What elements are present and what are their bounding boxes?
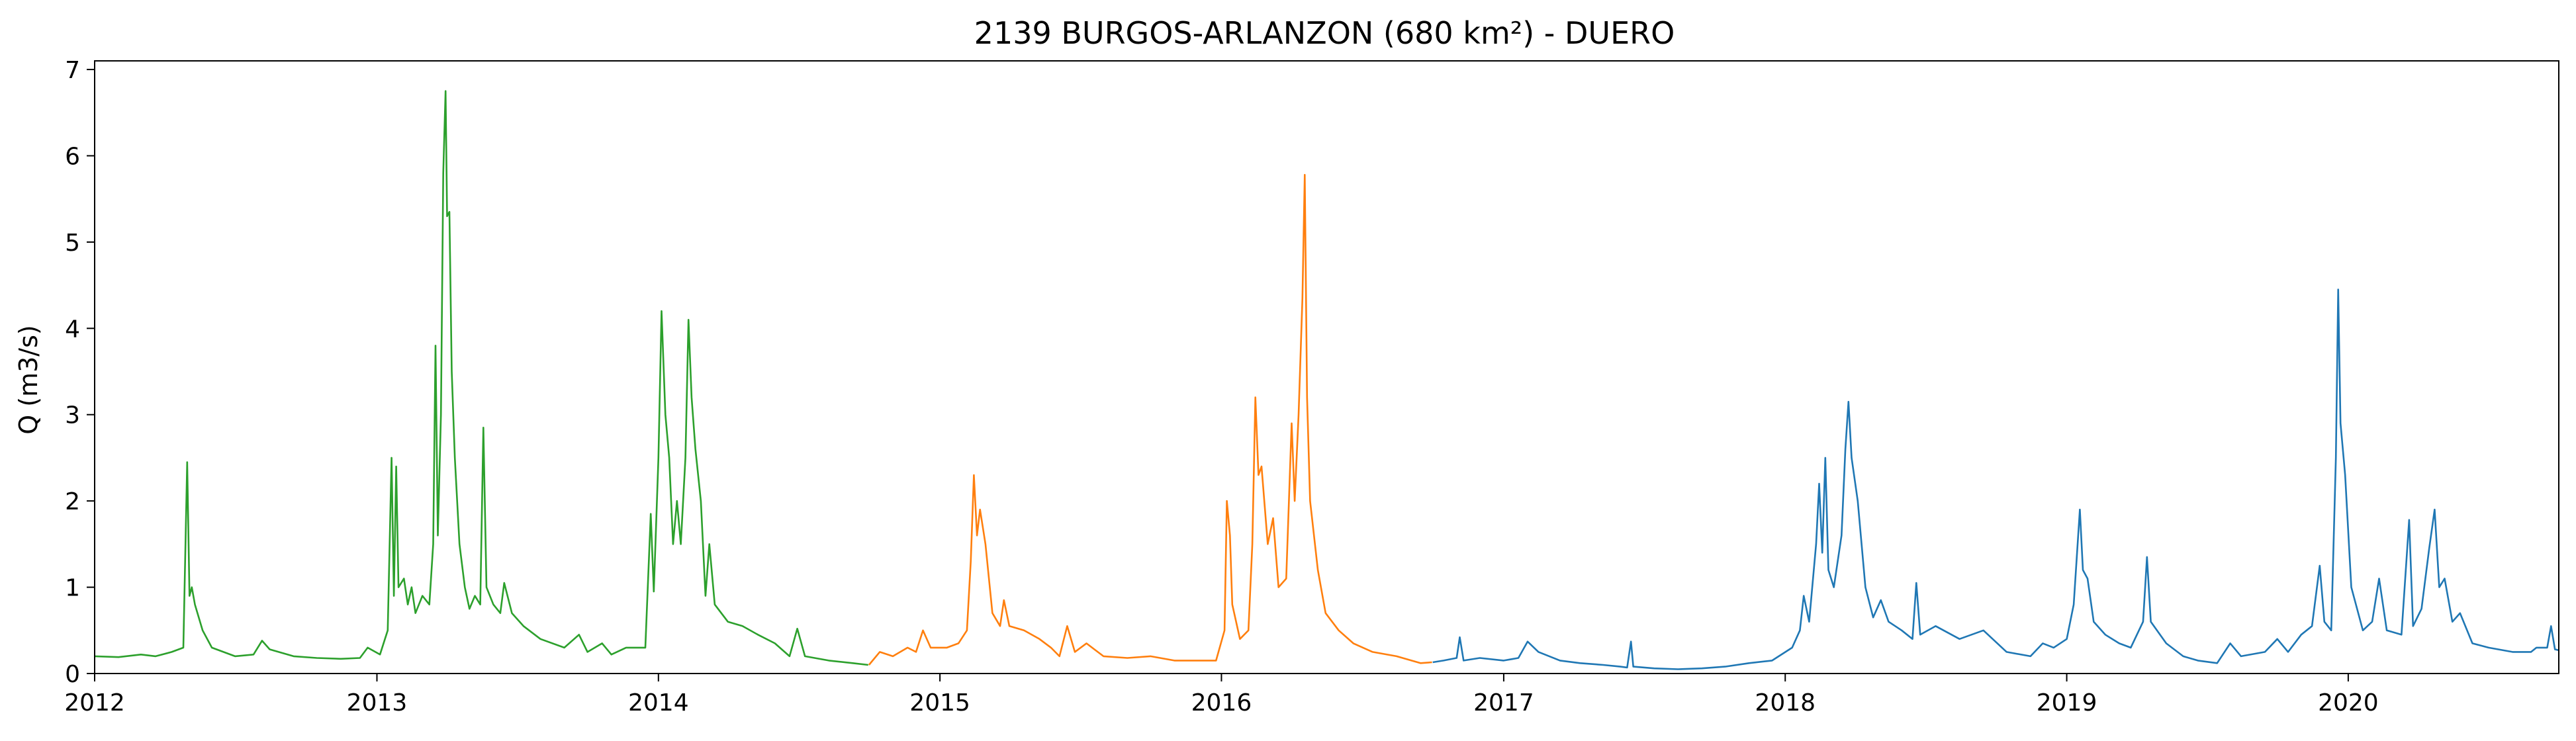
- chart-title: 2139 BURGOS-ARLANZON (680 km²) - DUERO: [974, 15, 1675, 51]
- tick-layer: 2012 2013 2014 2015 2016 2017 2018 2019 2020 0 1 2 3…: [64, 57, 2379, 717]
- y-tick-label: 7: [65, 57, 80, 84]
- x-tick-label: 2015: [909, 689, 970, 717]
- y-tick-label: 1: [65, 575, 80, 602]
- series-line-2: [868, 173, 1432, 666]
- series-line-3: [1432, 288, 2559, 670]
- x-tick-label: 2014: [628, 689, 689, 717]
- x-tick-label: 2018: [1755, 689, 1816, 717]
- y-tick-label: 2: [65, 488, 80, 515]
- y-tick-label: 5: [65, 230, 80, 257]
- x-tick-label: 2020: [2318, 689, 2379, 717]
- y-tick-label: 0: [65, 661, 80, 688]
- y-axis-label: Q (m3/s): [14, 325, 43, 434]
- x-tick-label: 2016: [1191, 689, 1252, 717]
- x-tick-label: 2017: [1473, 689, 1534, 717]
- x-tick-label: 2012: [64, 689, 125, 717]
- y-tick-label: 4: [65, 316, 80, 343]
- y-tick-label: 6: [65, 143, 80, 170]
- y-tick-label: 3: [65, 402, 80, 429]
- x-tick-label: 2019: [2037, 689, 2097, 717]
- x-tick-label: 2013: [347, 689, 408, 717]
- series-layer: [94, 90, 2559, 670]
- series-line-1: [94, 90, 868, 666]
- plot-frame: [94, 60, 2559, 674]
